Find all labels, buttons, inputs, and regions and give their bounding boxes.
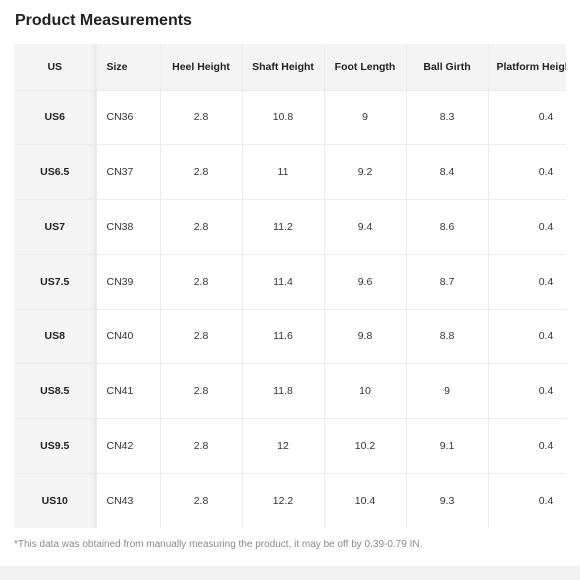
cell-heel-height: 2.8 [160, 363, 243, 419]
cell-platform-height: 0.4 [488, 199, 566, 255]
cell-shaft-height: 12 [242, 418, 325, 474]
measurement-disclaimer: *This data was obtained from manually me… [14, 539, 423, 550]
cell-platform-height: 0.4 [488, 90, 566, 146]
table-row: US8.5 CN41 2.8 11.8 10 9 0.4 [14, 363, 566, 419]
column-header-ball-girth: Ball Girth [406, 44, 489, 91]
cell-us: US7.5 [14, 254, 97, 310]
cell-size: CN37 [96, 144, 161, 200]
measurements-card: Product Measurements US Size Heel Height… [0, 0, 580, 566]
table-row: US6.5 CN37 2.8 11 9.2 8.4 0.4 [14, 144, 566, 200]
cell-us: US7 [14, 199, 97, 255]
cell-shaft-height: 11.2 [242, 199, 325, 255]
measurements-table: US Size Heel Height Shaft Height Foot Le… [14, 44, 566, 528]
cell-us: US8.5 [14, 363, 97, 419]
cell-ball-girth: 8.7 [406, 254, 489, 310]
measurements-table-scroll[interactable]: US Size Heel Height Shaft Height Foot Le… [14, 44, 566, 528]
cell-foot-length: 10.4 [324, 473, 407, 528]
cell-shaft-height: 11.6 [242, 309, 325, 365]
cell-size: CN42 [96, 418, 161, 474]
cell-foot-length: 9 [324, 90, 407, 146]
cell-ball-girth: 8.6 [406, 199, 489, 255]
cell-heel-height: 2.8 [160, 418, 243, 474]
cell-ball-girth: 8.3 [406, 90, 489, 146]
cell-platform-height: 0.4 [488, 363, 566, 419]
cell-shaft-height: 11.8 [242, 363, 325, 419]
cell-foot-length: 9.2 [324, 144, 407, 200]
table-header-row: US Size Heel Height Shaft Height Foot Le… [14, 44, 566, 91]
cell-shaft-height: 11 [242, 144, 325, 200]
column-header-shaft-height: Shaft Height [242, 44, 325, 91]
cell-us: US10 [14, 473, 97, 528]
cell-ball-girth: 8.4 [406, 144, 489, 200]
cell-us: US6.5 [14, 144, 97, 200]
table-row: US7.5 CN39 2.8 11.4 9.6 8.7 0.4 [14, 254, 566, 310]
cell-platform-height: 0.4 [488, 473, 566, 528]
cell-platform-height: 0.4 [488, 144, 566, 200]
cell-size: CN43 [96, 473, 161, 528]
cell-size: CN36 [96, 90, 161, 146]
table-row: US8 CN40 2.8 11.6 9.8 8.8 0.4 [14, 309, 566, 365]
cell-shaft-height: 10.8 [242, 90, 325, 146]
column-header-platform-height: Platform Height [488, 44, 566, 91]
cell-shaft-height: 11.4 [242, 254, 325, 310]
cell-heel-height: 2.8 [160, 144, 243, 200]
table-row: US9.5 CN42 2.8 12 10.2 9.1 0.4 [14, 418, 566, 474]
cell-foot-length: 10 [324, 363, 407, 419]
cell-us: US9.5 [14, 418, 97, 474]
table-row: US10 CN43 2.8 12.2 10.4 9.3 0.4 [14, 473, 566, 528]
cell-platform-height: 0.4 [488, 418, 566, 474]
cell-size: CN41 [96, 363, 161, 419]
cell-platform-height: 0.4 [488, 309, 566, 365]
cell-foot-length: 9.6 [324, 254, 407, 310]
cell-ball-girth: 9 [406, 363, 489, 419]
cell-size: CN38 [96, 199, 161, 255]
cell-heel-height: 2.8 [160, 254, 243, 310]
column-header-size: Size [96, 44, 161, 91]
cell-foot-length: 9.4 [324, 199, 407, 255]
cell-size: CN39 [96, 254, 161, 310]
cell-ball-girth: 9.1 [406, 418, 489, 474]
cell-heel-height: 2.8 [160, 309, 243, 365]
cell-heel-height: 2.8 [160, 473, 243, 528]
column-header-heel-height: Heel Height [160, 44, 243, 91]
cell-foot-length: 10.2 [324, 418, 407, 474]
cell-heel-height: 2.8 [160, 199, 243, 255]
page-title: Product Measurements [15, 12, 192, 29]
cell-us: US8 [14, 309, 97, 365]
cell-ball-girth: 8.8 [406, 309, 489, 365]
column-header-foot-length: Foot Length [324, 44, 407, 91]
cell-platform-height: 0.4 [488, 254, 566, 310]
column-header-us: US [14, 44, 97, 91]
cell-foot-length: 9.8 [324, 309, 407, 365]
cell-shaft-height: 12.2 [242, 473, 325, 528]
cell-us: US6 [14, 90, 97, 146]
cell-heel-height: 2.8 [160, 90, 243, 146]
cell-ball-girth: 9.3 [406, 473, 489, 528]
cell-size: CN40 [96, 309, 161, 365]
table-row: US7 CN38 2.8 11.2 9.4 8.6 0.4 [14, 199, 566, 255]
table-row: US6 CN36 2.8 10.8 9 8.3 0.4 [14, 90, 566, 146]
